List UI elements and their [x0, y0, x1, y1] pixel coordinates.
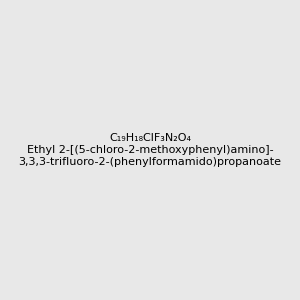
Text: C₁₉H₁₈ClF₃N₂O₄
Ethyl 2-[(5-chloro-2-methoxyphenyl)amino]-
3,3,3-trifluoro-2-(phe: C₁₉H₁₈ClF₃N₂O₄ Ethyl 2-[(5-chloro-2-meth… [19, 134, 281, 166]
